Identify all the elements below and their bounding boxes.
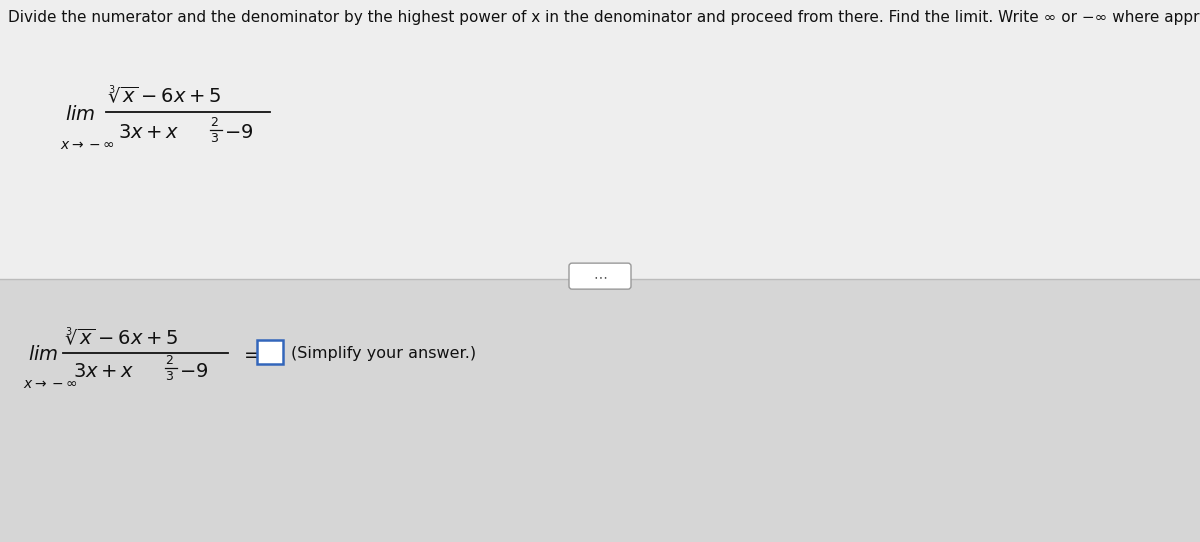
Text: $- 9$: $- 9$ bbox=[224, 124, 253, 143]
Text: $\mathit{lim}$: $\mathit{lim}$ bbox=[28, 345, 59, 364]
Text: $x \to -\infty$: $x \to -\infty$ bbox=[23, 377, 78, 391]
Text: $3$: $3$ bbox=[210, 132, 218, 145]
Text: $2$: $2$ bbox=[166, 353, 174, 366]
Text: Divide the numerator and the denominator by the highest power of x in the denomi: Divide the numerator and the denominator… bbox=[8, 10, 1200, 25]
Text: $2$: $2$ bbox=[210, 115, 218, 128]
Text: $\mathit{lim}$: $\mathit{lim}$ bbox=[65, 106, 96, 125]
Text: $x \to -\infty$: $x \to -\infty$ bbox=[60, 138, 115, 152]
Bar bbox=[257, 340, 283, 364]
Text: $\sqrt[3]{x} - 6x + 5$: $\sqrt[3]{x} - 6x + 5$ bbox=[108, 84, 221, 106]
Text: (Simplify your answer.): (Simplify your answer.) bbox=[292, 346, 476, 360]
Bar bbox=[0, 0, 1200, 279]
FancyBboxPatch shape bbox=[569, 263, 631, 289]
Text: $- 9$: $- 9$ bbox=[179, 362, 209, 380]
Text: $3x + x$: $3x + x$ bbox=[118, 124, 180, 143]
Text: $\sqrt[3]{x} - 6x + 5$: $\sqrt[3]{x} - 6x + 5$ bbox=[65, 326, 179, 349]
Text: $3x + x$: $3x + x$ bbox=[73, 362, 134, 380]
Text: $=$: $=$ bbox=[240, 344, 260, 363]
Text: ⋯: ⋯ bbox=[593, 270, 607, 284]
Text: $3$: $3$ bbox=[166, 370, 174, 383]
